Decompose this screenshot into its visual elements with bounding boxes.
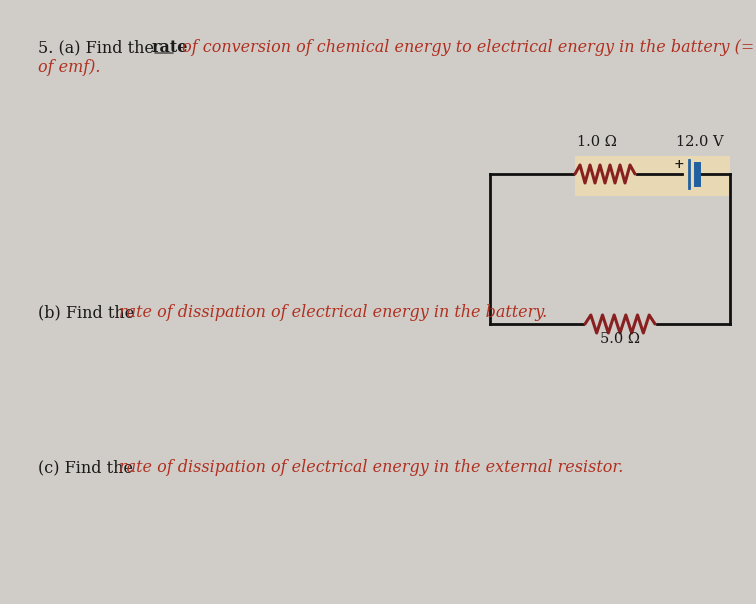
Text: 1.0 Ω: 1.0 Ω [577, 135, 617, 149]
Text: rate of dissipation of electrical energy in the battery.: rate of dissipation of electrical energy… [119, 304, 547, 321]
Text: 12.0 V: 12.0 V [676, 135, 723, 149]
Text: rate of dissipation of electrical energy in the external resistor.: rate of dissipation of electrical energy… [119, 459, 624, 476]
Bar [575, 156, 730, 196]
Text: of conversion of chemical energy to electrical energy in the battery (= power: of conversion of chemical energy to elec… [177, 39, 756, 56]
Text: (b) Find the: (b) Find the [38, 304, 139, 321]
Text: rate: rate [152, 39, 188, 56]
Text: +: + [674, 158, 684, 170]
Text: of emf).: of emf). [38, 59, 101, 76]
Text: 5.0 Ω: 5.0 Ω [600, 332, 640, 346]
Text: (c) Find the: (c) Find the [38, 459, 138, 476]
Text: 5. (a) Find the: 5. (a) Find the [38, 39, 159, 56]
